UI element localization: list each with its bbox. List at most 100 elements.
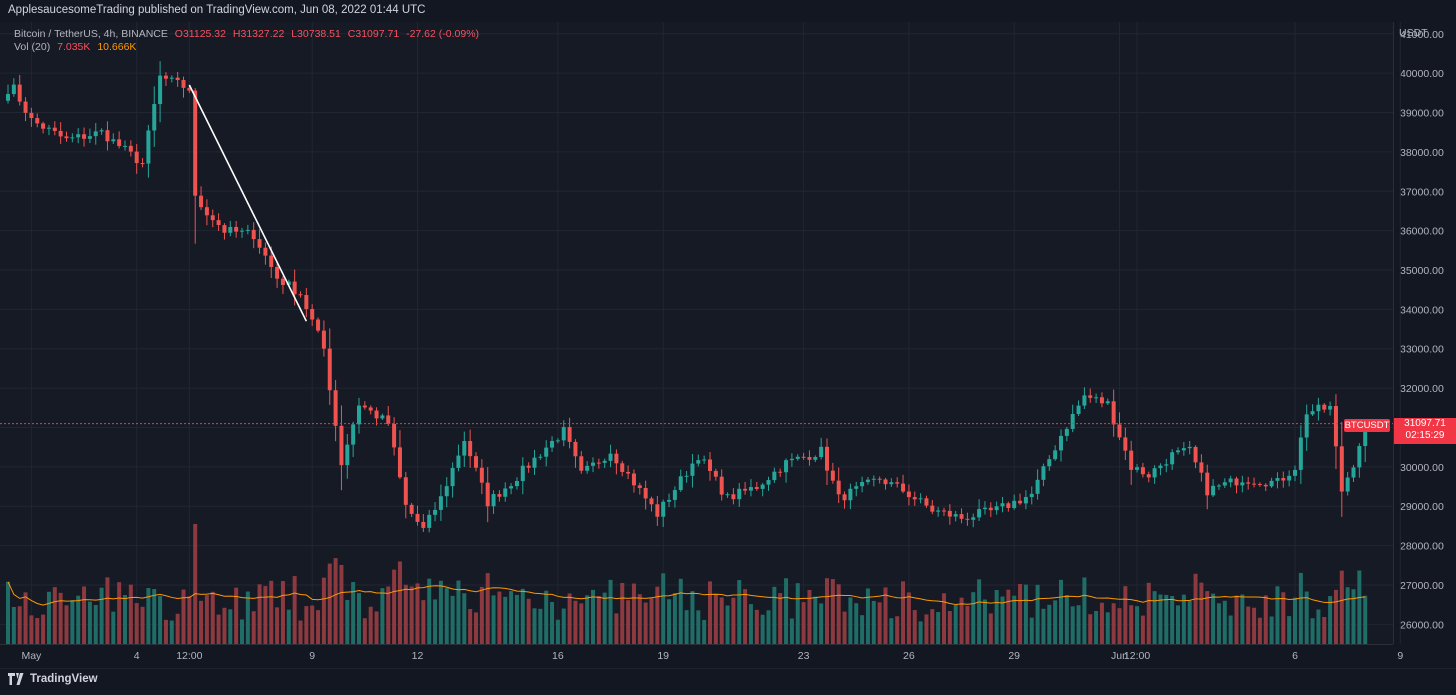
candle-down (713, 470, 718, 477)
volume-bar (696, 610, 701, 644)
volume-bar (743, 589, 748, 644)
trendline-drawing (188, 84, 308, 322)
volume-bar (134, 603, 139, 644)
volume-bar (555, 619, 560, 644)
price-tick-label: 29000.00 (1400, 501, 1444, 513)
candle-down (403, 477, 408, 505)
time-tick-label: 29 (1008, 650, 1020, 662)
volume-bar (58, 592, 63, 644)
price-axis[interactable] (1393, 22, 1456, 644)
volume-bar (169, 620, 174, 644)
volume-bar (602, 592, 607, 644)
price-tick-label: 32000.00 (1400, 383, 1444, 395)
volume-bar (1281, 592, 1286, 644)
candle-down (175, 77, 180, 81)
symbol-name[interactable]: Bitcoin / TetherUS, 4h, BINANCE (14, 28, 168, 40)
candle-up (702, 459, 707, 461)
candle-down (397, 447, 402, 478)
volume-label[interactable]: Vol (20) (14, 41, 51, 53)
volume-bar (70, 599, 75, 644)
volume-bar (193, 524, 198, 644)
volume-bar (345, 599, 350, 644)
candle-up (1293, 469, 1297, 476)
volume-bar (1170, 595, 1175, 644)
candle-up (766, 480, 771, 485)
volume-bar (661, 573, 666, 644)
volume-bar (860, 615, 865, 644)
volume-bar (725, 605, 730, 644)
candle-down (1099, 397, 1104, 404)
volume-bar (789, 618, 794, 644)
volume-bar (1333, 589, 1338, 644)
price-tick-label: 37000.00 (1400, 186, 1444, 198)
candle-up (1211, 485, 1216, 496)
candle-down (947, 510, 952, 517)
candle-down (778, 471, 783, 473)
time-tick-label: 12 (412, 650, 424, 662)
candle-down (1234, 478, 1239, 486)
candle-up (854, 486, 859, 489)
volume-bar (304, 606, 309, 644)
candle-down (421, 521, 426, 528)
symbol-legend[interactable]: Bitcoin / TetherUS, 4h, BINANCE O31125.3… (14, 28, 479, 40)
volume-bar (158, 596, 163, 644)
price-tick-label: 26000.00 (1400, 619, 1444, 631)
volume-bar (146, 588, 151, 644)
volume-bar (123, 595, 127, 644)
volume-ma-value: 10.666K (97, 41, 137, 53)
volume-bar (819, 603, 824, 644)
candle-down (754, 487, 759, 489)
candle-up (784, 460, 789, 473)
volume-legend[interactable]: Vol (20) 7.035K 10.666K (14, 41, 136, 53)
volume-bar (825, 578, 829, 644)
candle-down (631, 473, 636, 486)
volume-bar (386, 586, 391, 644)
candle-up (228, 226, 233, 233)
candle-down (105, 130, 110, 142)
volume-bar (1328, 596, 1333, 644)
candle-down (1246, 482, 1251, 484)
candle-up (550, 440, 555, 448)
candle-up (444, 486, 449, 497)
candle-up (591, 462, 595, 466)
volume-bar (1339, 570, 1344, 644)
candle-down (163, 75, 168, 79)
volume-bar (1105, 612, 1110, 644)
volume-bar (474, 612, 478, 644)
candle-down (474, 456, 478, 468)
candle-up (450, 467, 455, 487)
candle-up (1000, 503, 1005, 507)
volume-bar (397, 561, 402, 644)
candle-down (497, 494, 502, 497)
volume-bar (1252, 607, 1257, 644)
candle-up (1158, 465, 1163, 469)
volume-bar (450, 595, 455, 644)
candle-down (1281, 478, 1286, 481)
candle-down (234, 226, 239, 232)
volume-bar (1012, 595, 1017, 644)
tradingview-logo[interactable]: TradingView (8, 673, 98, 685)
volume-bar (491, 595, 496, 644)
volume-bar (99, 587, 104, 644)
volume-bar (883, 587, 888, 644)
candle-up (99, 130, 104, 132)
candle-down (906, 491, 911, 498)
volume-bar (608, 579, 613, 644)
candle-down (965, 518, 970, 520)
volume-bar (895, 616, 900, 644)
chart-pane[interactable] (0, 22, 1393, 644)
volume-bar (579, 603, 584, 644)
volume-bar (456, 580, 461, 644)
time-axis[interactable] (0, 644, 1393, 669)
candle-up (789, 458, 794, 461)
candle-up (345, 444, 350, 466)
volume-bar (1023, 584, 1028, 644)
candle-up (1152, 468, 1157, 478)
candle-up (977, 509, 982, 518)
volume-bar (1228, 615, 1233, 644)
candle-up (1269, 480, 1274, 487)
candle-down (807, 457, 812, 460)
candle-up (1181, 448, 1186, 451)
candle-down (743, 488, 748, 491)
